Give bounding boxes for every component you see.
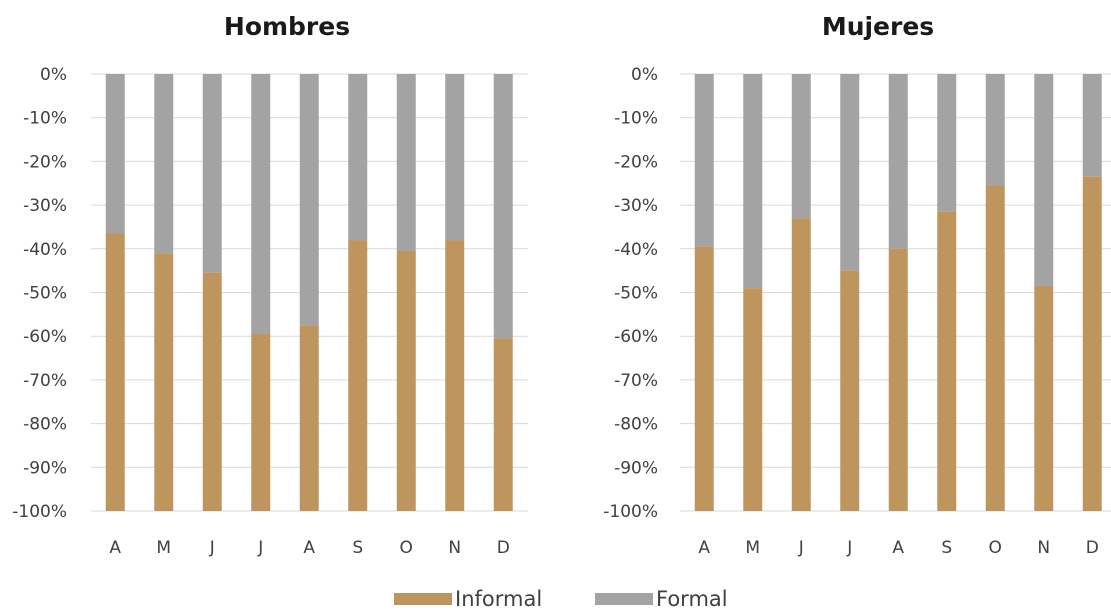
x-tick-label: J (798, 538, 804, 558)
bar-formal (743, 74, 763, 289)
bar-formal (937, 74, 957, 212)
bar-formal (1034, 74, 1054, 286)
x-tick-label: S (352, 538, 363, 558)
legend-swatch-informal (394, 593, 452, 605)
legend-label-formal: Formal (656, 587, 728, 611)
y-tick-label: -70% (614, 371, 658, 391)
y-tick-label: -40% (614, 240, 658, 260)
y-tick-label: 0% (631, 65, 658, 85)
y-tick-label: -20% (614, 152, 658, 172)
y-tick-label: -80% (23, 415, 67, 435)
x-tick-label: M (745, 538, 760, 558)
bar-formal (105, 74, 125, 234)
legend-label-informal: Informal (455, 587, 542, 611)
y-tick-label: -100% (12, 502, 67, 522)
x-tick-label: D (497, 538, 510, 558)
y-tick-label: -90% (23, 458, 67, 478)
y-tick-label: -30% (614, 196, 658, 216)
bar-informal (493, 338, 513, 511)
y-tick-label: -80% (614, 415, 658, 435)
y-tick-label: -50% (614, 284, 658, 304)
bar-informal (937, 211, 957, 511)
bar-formal (445, 74, 465, 241)
y-tick-label: -50% (23, 284, 67, 304)
bar-formal (694, 74, 714, 247)
bar-informal (1034, 285, 1054, 511)
x-tick-label: J (257, 538, 263, 558)
bar-formal (888, 74, 908, 249)
y-tick-label: -10% (614, 109, 658, 129)
y-tick-label: -100% (603, 502, 658, 522)
bar-informal (299, 325, 319, 511)
bar-informal (105, 233, 125, 511)
x-tick-label: J (846, 538, 852, 558)
bar-formal (985, 74, 1005, 186)
chart-panel-mujeres: 0% -10% -20% -30% -40% -50% -60% -70% -80% -90% -1… (603, 65, 1111, 558)
chart-panel-hombres: 0% -10% -20% -30% -40% -50% -60% -70% -80% -90% -1… (12, 65, 528, 558)
y-tick-label: -10% (23, 109, 67, 129)
x-tick-label: A (892, 538, 904, 558)
y-tick-label: 0% (40, 65, 67, 85)
bar-formal (396, 74, 416, 251)
y-tick-label: -60% (23, 327, 67, 347)
x-tick-label: O (989, 538, 1002, 558)
bar-informal (348, 240, 368, 511)
x-tick-label: N (1037, 538, 1050, 558)
y-tick-label: -20% (23, 152, 67, 172)
bar-formal (154, 74, 174, 254)
bar-informal (791, 218, 811, 511)
bar-informal (694, 246, 714, 512)
bar-informal (840, 270, 860, 511)
bar-formal (1082, 74, 1102, 177)
x-tick-label: J (209, 538, 215, 558)
bar-informal (445, 240, 465, 511)
x-tick-label: M (156, 538, 171, 558)
bar-informal (743, 288, 763, 511)
bar-informal (154, 253, 174, 512)
bar-formal (493, 74, 513, 339)
chart-title-hombres: Hombres (224, 12, 350, 41)
bar-informal (396, 250, 416, 512)
legend: Informal Formal (394, 587, 728, 611)
chart-title-mujeres: Mujeres (822, 12, 934, 41)
bar-informal (251, 334, 271, 511)
bar-formal (299, 74, 319, 326)
bar-informal (985, 185, 1005, 511)
bar-formal (202, 74, 222, 273)
bar-informal (202, 272, 222, 511)
legend-swatch-formal (595, 593, 653, 605)
y-tick-label: -60% (614, 327, 658, 347)
bar-informal (1082, 176, 1102, 511)
x-tick-label: S (941, 538, 952, 558)
y-tick-label: -70% (23, 371, 67, 391)
bar-formal (791, 74, 811, 219)
bar-formal (840, 74, 860, 271)
x-tick-label: N (448, 538, 461, 558)
x-tick-label: A (303, 538, 315, 558)
bar-informal (888, 248, 908, 512)
x-tick-label: D (1086, 538, 1099, 558)
x-tick-label: A (109, 538, 121, 558)
bar-formal (348, 74, 368, 241)
x-tick-label: O (400, 538, 413, 558)
y-tick-label: -40% (23, 240, 67, 260)
bar-formal (251, 74, 271, 335)
x-tick-label: A (698, 538, 710, 558)
y-tick-label: -30% (23, 196, 67, 216)
y-tick-label: -90% (614, 458, 658, 478)
